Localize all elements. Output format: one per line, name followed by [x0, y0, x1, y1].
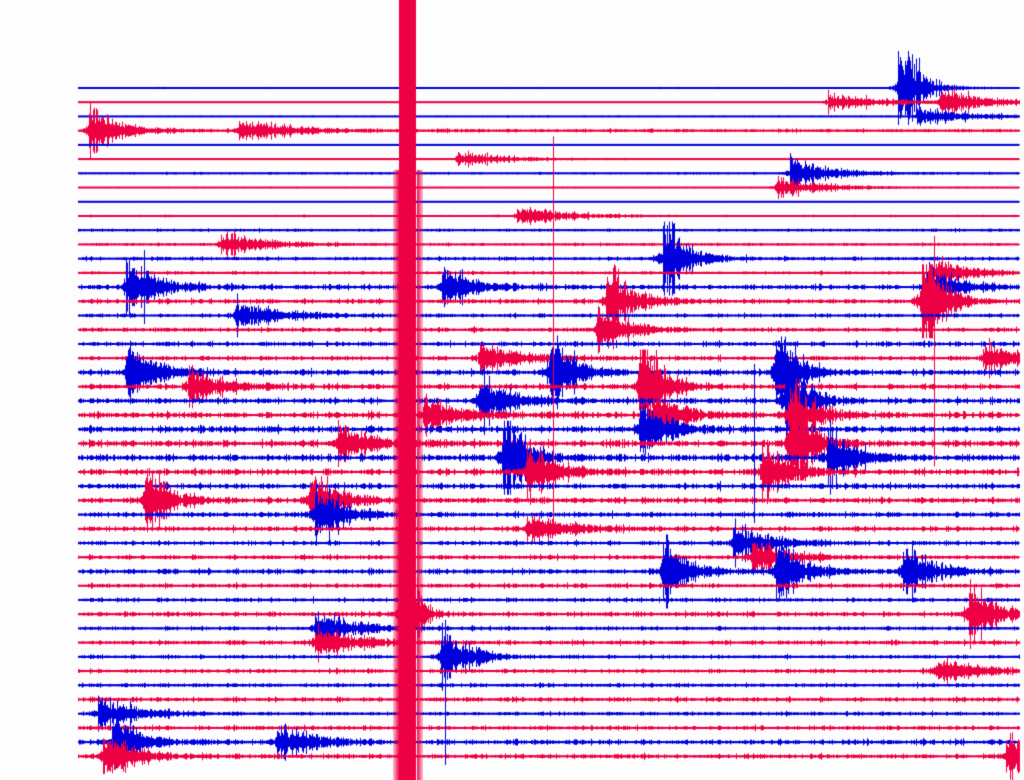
seismogram-trace-canvas	[0, 0, 1024, 780]
seismogram-page: HT Ampeliko, Lesvos Isl. Applied filter:…	[0, 0, 1024, 780]
